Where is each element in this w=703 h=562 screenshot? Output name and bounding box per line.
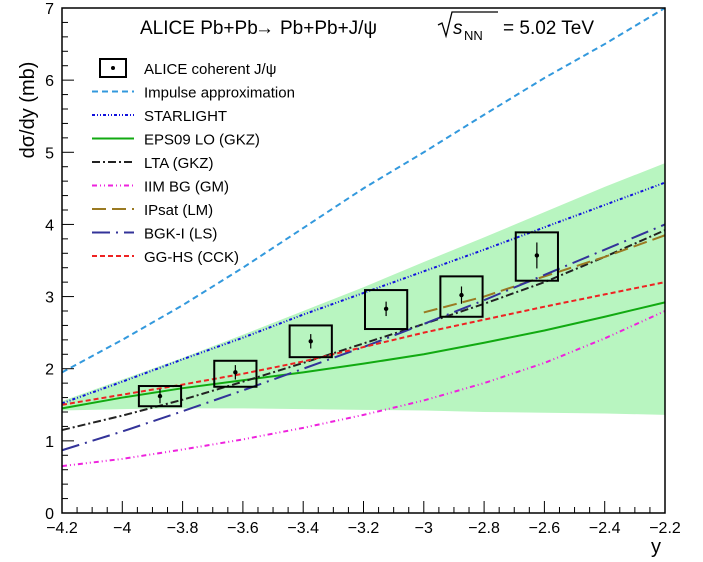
- x-tick-label: −3.6: [227, 520, 259, 537]
- title-reaction: Pb+Pb+J/ψ: [280, 18, 377, 39]
- series-line-eps09-lo-gkz: [61, 301, 666, 410]
- y-axis-label: dσ/dy (mb): [17, 62, 39, 159]
- legend-label: IIM BG (GM): [144, 179, 229, 196]
- x-tick-label: −4: [113, 520, 131, 537]
- syst-box: [514, 231, 559, 282]
- legend-entry-impulse-approximation: Impulse approximation: [92, 85, 295, 102]
- legend-label: ALICE coherent J/ψ: [144, 61, 276, 78]
- series-line-impulse-approximation: [61, 7, 666, 374]
- syst-box: [439, 275, 484, 318]
- series-line-ipsat-lm: [423, 234, 666, 314]
- data-point: [534, 253, 540, 258]
- syst-box: [213, 359, 258, 388]
- data-point: [459, 292, 464, 298]
- legend-entry-iim-bg-gm: IIM BG (GM): [92, 179, 229, 196]
- syst-box: [364, 289, 409, 331]
- x-tick-label: −4.2: [46, 520, 78, 537]
- y-tick-label: 0: [45, 506, 54, 523]
- y-tick-label: 3: [45, 290, 54, 307]
- legend-data-marker: [111, 66, 115, 70]
- series-line-gg-hs-cck: [61, 281, 666, 406]
- x-axis-label: y: [651, 536, 661, 558]
- series-line-bgk-i-ls: [61, 223, 666, 452]
- legend-label: EPS09 LO (GKZ): [144, 132, 260, 149]
- eps09-band-area: [62, 163, 665, 415]
- data-point: [233, 370, 238, 375]
- data-point: [383, 306, 389, 312]
- title-sqrt-s: s: [453, 18, 463, 39]
- series-line-starlight: [61, 181, 666, 405]
- y-tick-label: 2: [45, 362, 54, 379]
- legend-entry-bgk-i-ls: BGK-I (LS): [92, 226, 217, 243]
- legend-label: IPsat (LM): [144, 202, 213, 219]
- alice-data-points: [137, 231, 559, 408]
- legend-entry-lta-gkz: LTA (GKZ): [92, 155, 213, 172]
- axes: −4.2 −4 −3.8 −3.6 −3.4 −3.2 −3 −2.8 −2.6 −2.4 −2.2…: [45, 1, 681, 537]
- title-arrow: →: [255, 18, 274, 39]
- x-tick-label: −2.2: [649, 520, 681, 537]
- legend-entry-data: ALICE coherent J/ψ: [99, 58, 276, 78]
- legend-label: STARLIGHT: [144, 108, 227, 125]
- series-line-lta-gkz: [61, 229, 666, 432]
- x-tick-label: −2.4: [589, 520, 621, 537]
- y-tick-label: 5: [45, 145, 54, 162]
- x-tick-label: −3.4: [287, 520, 319, 537]
- y-tick-label: 1: [45, 434, 54, 451]
- legend-label: BGK-I (LS): [144, 226, 217, 243]
- legend-label: LTA (GKZ): [144, 155, 213, 172]
- title-sqrt-sub: NN: [464, 28, 483, 43]
- sqrt-symbol: [437, 11, 498, 39]
- legend: ALICE coherent J/ψ Impulse approximation S…: [92, 58, 295, 266]
- x-tick-label: −3: [415, 520, 433, 537]
- title-collab: ALICE Pb+Pb: [140, 18, 258, 39]
- eps09-uncertainty-band: [62, 163, 665, 415]
- legend-syst-box: [99, 58, 127, 78]
- data-point: [157, 393, 163, 399]
- syst-box: [137, 385, 183, 408]
- legend-label: GG-HS (CCK): [144, 249, 239, 266]
- syst-box: [288, 324, 333, 359]
- title-energy: = 5.02 TeV: [503, 18, 594, 39]
- legend-entry-ipsat-lm: IPsat (LM): [92, 202, 213, 219]
- x-tick-label: −2.8: [468, 520, 500, 537]
- legend-label: Impulse approximation: [144, 85, 295, 102]
- x-tick-label: −3.2: [348, 520, 380, 537]
- legend-entry-eps09-lo-gkz: EPS09 LO (GKZ): [92, 132, 260, 149]
- chart-title: ALICE Pb+Pb → Pb+Pb+J/ψ s NN = 5.02 TeV: [140, 11, 594, 43]
- y-tick-label: 7: [45, 1, 54, 18]
- legend-entry-starlight: STARLIGHT: [92, 108, 227, 125]
- x-tick-label: −3.8: [167, 520, 199, 537]
- y-tick-label: 6: [45, 73, 54, 90]
- model-curves: [61, 7, 666, 468]
- legend-entry-gg-hs-cck: GG-HS (CCK): [92, 249, 239, 266]
- x-tick-label: −2.6: [529, 520, 561, 537]
- series-line-iim-bg-gm: [61, 310, 666, 468]
- y-tick-label: 4: [45, 217, 54, 234]
- data-point: [308, 339, 313, 344]
